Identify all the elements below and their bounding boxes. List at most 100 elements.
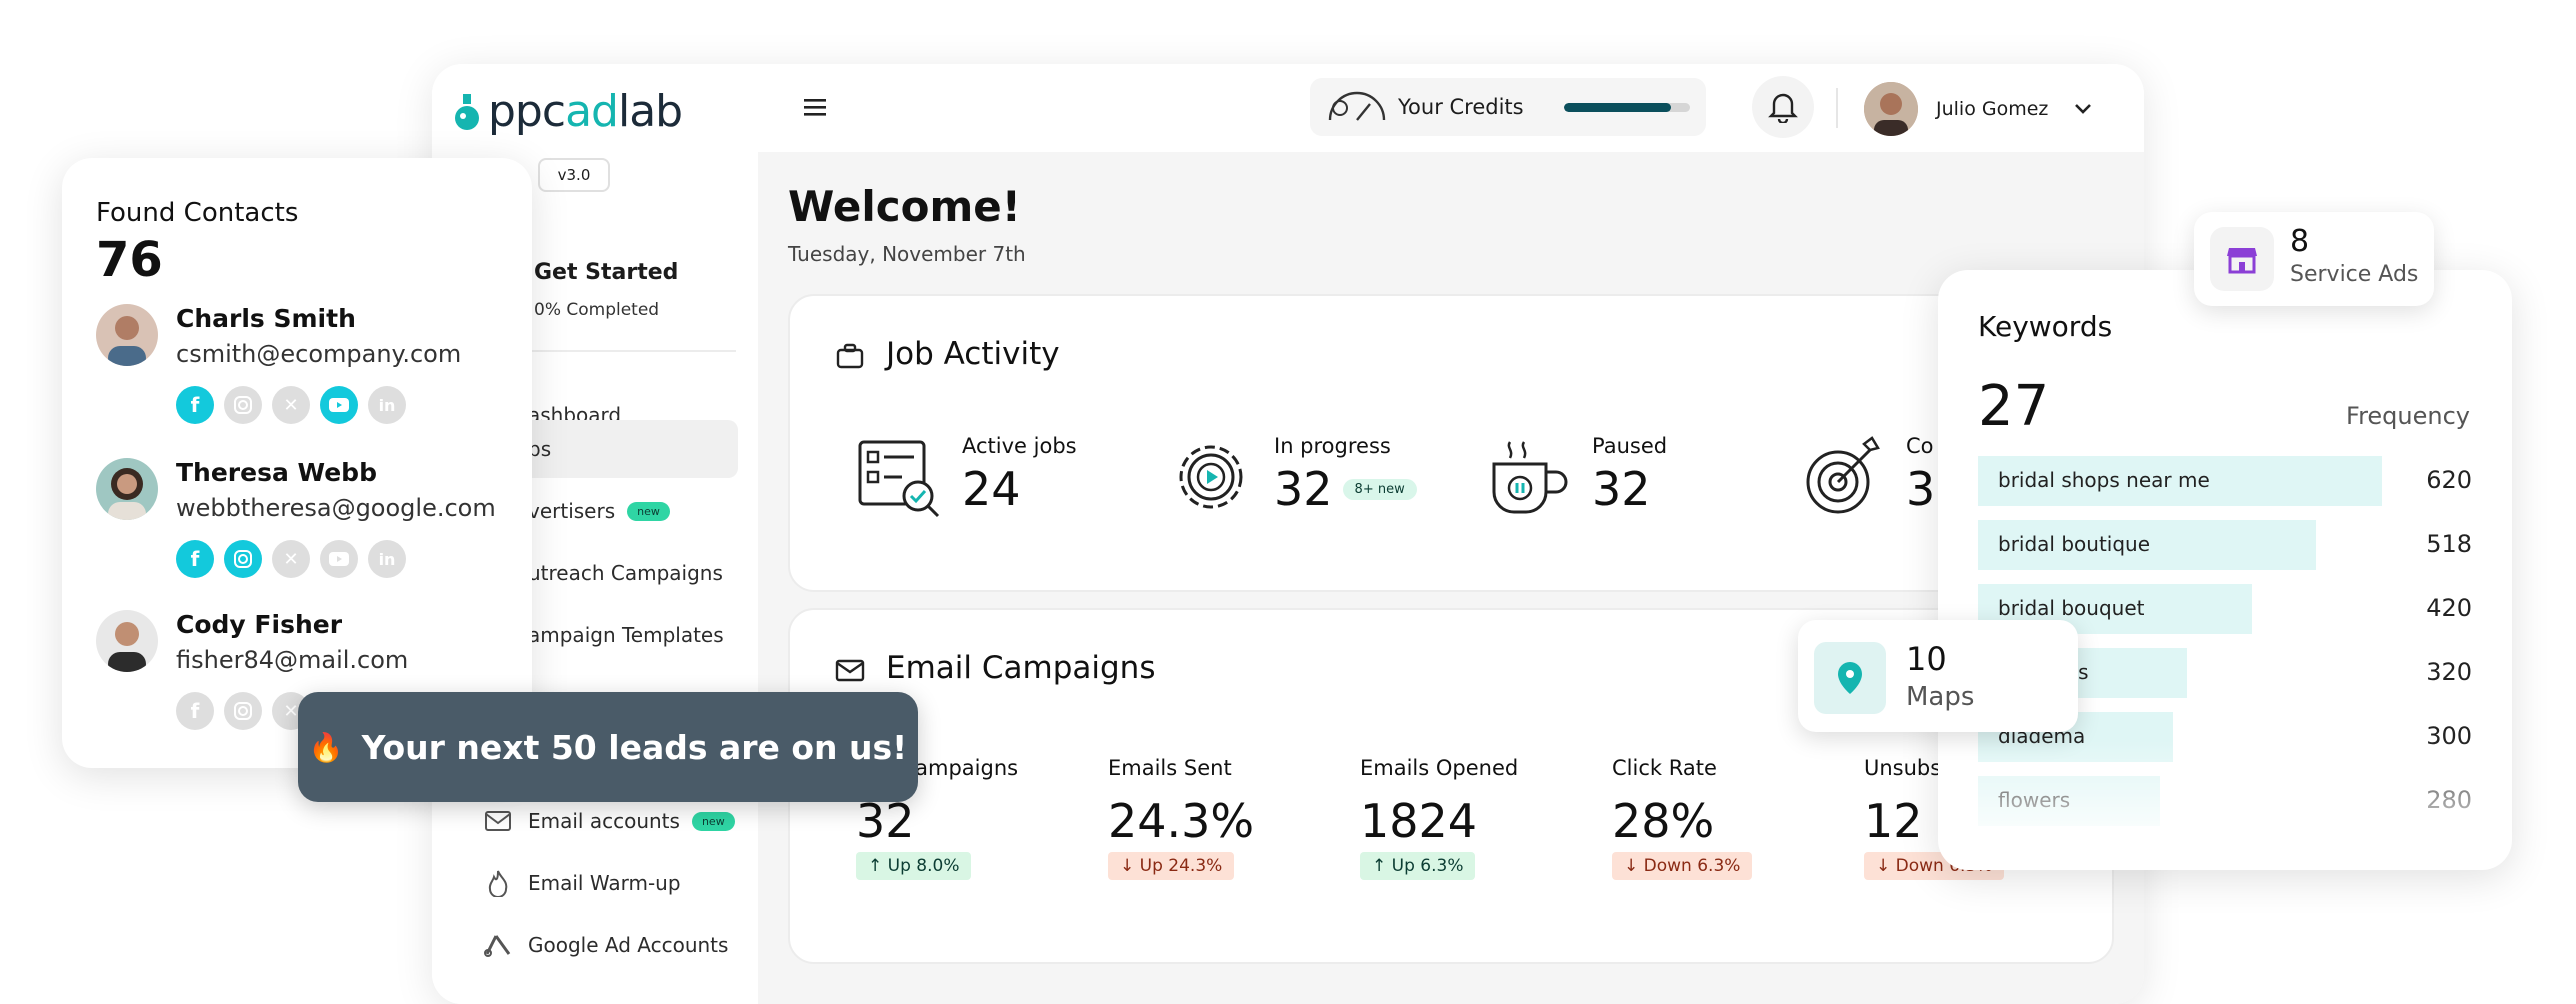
gear-play-icon (1179, 445, 1243, 509)
divider (1836, 88, 1838, 128)
app-window: ppc ad lab Your Credits Julio Gomez (432, 64, 2144, 1004)
hamburger-menu-icon[interactable] (798, 92, 832, 122)
arrow-down-icon: ↓ (1876, 856, 1896, 876)
current-date: Tuesday, November 7th (788, 242, 1026, 266)
arrow-down-icon: ↓ (1120, 856, 1140, 876)
maps-card[interactable]: 10 Maps (1798, 620, 2078, 732)
linkedin-icon[interactable]: in (368, 386, 406, 424)
facebook-icon[interactable]: f (176, 692, 214, 730)
avatar (96, 458, 158, 520)
sidebar-item-email-warm-up[interactable]: Email Warm-up (470, 854, 738, 912)
stat-value: 1824 (1360, 794, 1478, 848)
stat-label: Emails Opened (1360, 756, 1519, 780)
promo-banner[interactable]: 🔥 Your next 50 leads are on us! (298, 692, 918, 802)
user-menu[interactable]: Julio Gomez (1864, 82, 2092, 136)
stat-unsubscribes[interactable]: Unsubs 12 ↓ Down 6.3% (1864, 756, 2005, 880)
stat-label: Click Rate (1612, 756, 1717, 780)
instagram-icon[interactable] (224, 692, 262, 730)
logo-text-ppc: ppc (488, 86, 566, 137)
social-links: f ✕ in (176, 386, 406, 424)
flame-icon (482, 867, 514, 899)
x-icon[interactable]: ✕ (272, 386, 310, 424)
notifications-button[interactable] (1752, 76, 1814, 138)
found-contacts-card: Found Contacts 76 Charls Smith csmith@ec… (62, 158, 532, 768)
stat-click-rate[interactable]: Click Rate 28% ↓ Down 6.3% (1612, 756, 1753, 880)
logo-text-ad: ad (565, 86, 619, 137)
youtube-icon[interactable] (320, 386, 358, 424)
job-activity-card: Job Activity Active jobs 24 In progress 32… (788, 294, 2114, 592)
contact-name: Cody Fisher (176, 610, 343, 639)
keywords-count: 27 (1978, 374, 2050, 439)
linkedin-icon[interactable]: in (368, 540, 406, 578)
service-ads-label: Service Ads (2290, 262, 2419, 287)
keyword-frequency: 518 (2426, 530, 2472, 558)
contact-email: fisher84@mail.com (176, 646, 409, 674)
keyword-text: bridal bouquet (1998, 596, 2145, 620)
fade-overlay (1978, 740, 2472, 850)
sidebar-item-campaign-templates[interactable]: ampaign Templates (470, 606, 738, 664)
flask-logo-icon (455, 93, 479, 130)
arrow-up-icon: ↑ (868, 856, 888, 876)
sidebar-item-label: Google Ad Accounts (528, 933, 729, 957)
arrow-up-icon: ↑ (1372, 856, 1392, 876)
version-badge: v3.0 (538, 158, 610, 192)
credits-progress-fill (1564, 103, 1672, 112)
briefcase-icon (836, 343, 864, 369)
change-badge-up: ↑ Up 6.3% (1360, 852, 1476, 880)
social-links: f ✕ (176, 692, 310, 730)
service-ads-card[interactable]: 8 Service Ads (2194, 212, 2434, 306)
keyword-frequency: 620 (2426, 466, 2472, 494)
keyword-row[interactable]: bridal boutique 518 (1978, 520, 2472, 570)
avatar (96, 304, 158, 366)
keyword-frequency: 320 (2426, 658, 2472, 686)
stat-emails-opened[interactable]: Emails Opened 1824 ↑ Up 6.3% (1360, 756, 1518, 880)
change-badge-down: ↓ Up 24.3% (1108, 852, 1235, 880)
stat-value: 12 (1864, 794, 1923, 848)
stat-active-jobs[interactable]: Active jobs 24 (856, 434, 1077, 520)
stat-value: 32 (1592, 462, 1651, 516)
completion-status: 0% Completed (534, 300, 660, 320)
youtube-icon[interactable] (320, 540, 358, 578)
contact-email: webbtheresa@google.com (176, 494, 496, 522)
promo-text: Your next 50 leads are on us! (361, 727, 908, 767)
sidebar-item-google-ad-accounts[interactable]: Google Ad Accounts (470, 916, 738, 974)
credits-progress-bar (1564, 103, 1690, 112)
x-icon[interactable]: ✕ (272, 540, 310, 578)
keywords-card: Keywords 27 Frequency bridal shops near … (1938, 270, 2512, 870)
mail-icon (835, 659, 865, 682)
divider (524, 350, 736, 352)
new-badge: new (691, 811, 735, 831)
sidebar-item-email-accounts[interactable]: Email accounts new (470, 792, 738, 850)
logo[interactable]: ppc ad lab (452, 86, 683, 137)
page-title: Welcome! (788, 182, 1021, 231)
instagram-icon[interactable] (224, 540, 262, 578)
email-campaigns-title: Email Campaigns (886, 650, 1156, 686)
contact-email: csmith@ecompany.com (176, 340, 462, 368)
target-icon (1806, 436, 1880, 514)
sidebar-item-advertisers[interactable]: vertisers new (470, 482, 738, 540)
frequency-label: Frequency (2346, 402, 2470, 430)
stat-in-progress[interactable]: In progress 32 8+ new (1168, 434, 1417, 520)
arrow-down-icon: ↓ (1624, 856, 1644, 876)
get-started-title[interactable]: Get Started (534, 260, 679, 285)
user-name: Julio Gomez (1936, 98, 2049, 120)
stat-emails-sent[interactable]: Emails Sent 24.3% ↓ Up 24.3% (1108, 756, 1254, 880)
stat-active-campaigns[interactable]: e campaigns 32 ↑ Up 8.0% (856, 756, 1018, 880)
sidebar-item-label: ampaign Templates (528, 623, 724, 647)
facebook-icon[interactable]: f (176, 540, 214, 578)
sidebar-item-outreach-campaigns[interactable]: utreach Campaigns (470, 544, 738, 602)
mail-icon (482, 805, 514, 837)
credits-widget[interactable]: Your Credits (1310, 78, 1706, 136)
google-ads-icon (482, 929, 514, 961)
stat-value: 24 (962, 462, 1021, 516)
sidebar-item-label: Email accounts (528, 809, 680, 833)
contact-name: Theresa Webb (176, 458, 377, 487)
stat-label: Active jobs (962, 434, 1077, 458)
contacts-title: Found Contacts (96, 198, 299, 228)
stat-paused[interactable]: Paused 32 (1486, 434, 1667, 520)
stat-value: 32 (1274, 462, 1333, 516)
instagram-icon[interactable] (224, 386, 262, 424)
keyword-row[interactable]: bridal shops near me 620 (1978, 456, 2472, 506)
facebook-icon[interactable]: f (176, 386, 214, 424)
stat-label: Paused (1592, 434, 1668, 458)
